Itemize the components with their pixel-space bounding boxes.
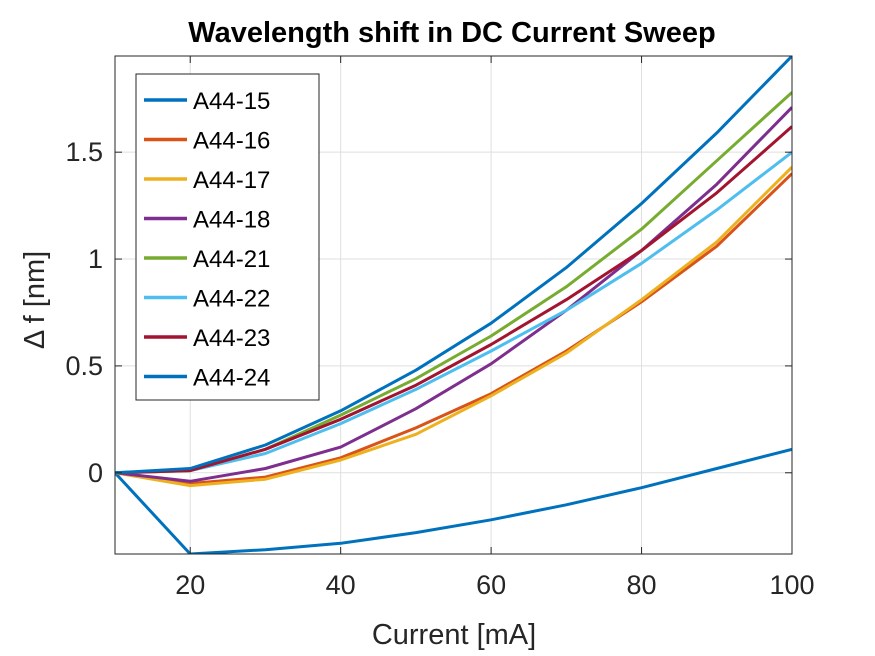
series-line-a44-16 <box>115 172 792 485</box>
legend-label: A44-16 <box>193 128 270 155</box>
y-tick-label: 1.5 <box>65 137 103 167</box>
legend-label: A44-18 <box>193 207 270 234</box>
y-axis-label: Δ f [nm] <box>19 251 51 349</box>
legend-box <box>135 73 320 401</box>
y-tick-label: 0 <box>88 458 103 488</box>
x-axis-label: Current [mA] <box>372 619 536 651</box>
series-line-a44-23 <box>115 125 792 475</box>
series-line-a44-15 <box>115 447 792 554</box>
legend-label: A44-15 <box>193 88 270 115</box>
plot-frame <box>114 55 793 555</box>
series-line-a44-22 <box>115 151 792 475</box>
legend: A44-15 A44-16 A44-17 A44-18 A44-21 A44-22 A44-… <box>135 73 320 401</box>
x-tick-label: 40 <box>326 570 356 600</box>
chart-title: Wavelength shift in DC Current Sweep <box>188 17 715 49</box>
legend-label: A44-21 <box>193 246 270 273</box>
y-axis: 0 0.5 1 1.5 <box>65 137 792 488</box>
series-line-a44-18 <box>115 106 792 483</box>
y-tick-label: 0.5 <box>65 351 103 381</box>
series-group <box>115 56 792 554</box>
x-tick-label: 20 <box>175 570 205 600</box>
x-tick-label: 100 <box>769 570 814 600</box>
series-line-a44-17 <box>115 166 792 488</box>
series-line-a44-24 <box>115 56 792 475</box>
x-axis: 20 40 60 80 100 <box>175 56 815 600</box>
legend-label: A44-23 <box>193 325 270 352</box>
legend-label: A44-22 <box>193 286 270 313</box>
legend-label: A44-24 <box>193 365 270 392</box>
y-tick-label: 1 <box>88 244 103 274</box>
x-tick-label: 60 <box>476 570 506 600</box>
x-tick-label: 80 <box>627 570 657 600</box>
legend-label: A44-17 <box>193 167 270 194</box>
